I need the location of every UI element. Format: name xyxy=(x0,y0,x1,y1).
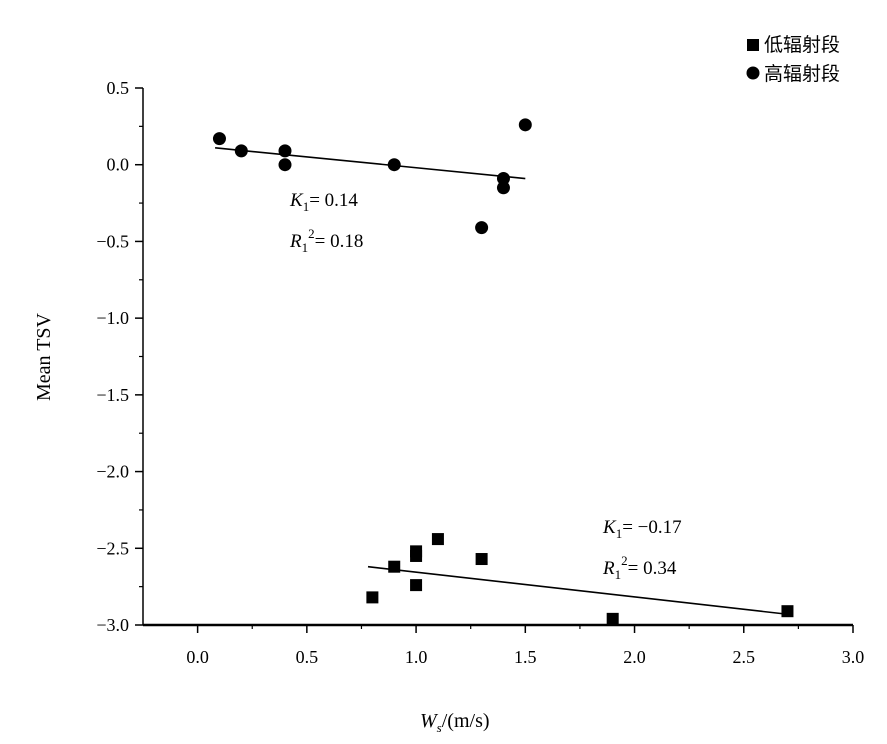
high-r2-annotation: R12= 0.18 xyxy=(289,226,363,255)
x-tick-label: 2.5 xyxy=(733,647,756,667)
y-tick-label: 0.5 xyxy=(107,78,130,98)
y-tick-label: −1.0 xyxy=(96,308,129,328)
y-tick-label: 0.0 xyxy=(107,155,130,175)
data-point-high xyxy=(496,181,510,195)
data-point-high xyxy=(475,221,489,235)
x-tick-label: 2.0 xyxy=(623,647,646,667)
legend-circle-marker xyxy=(746,66,760,80)
low-k-annotation: K1= −0.17 xyxy=(602,517,682,541)
fit-line-high xyxy=(215,147,526,180)
x-tick-label: 0.5 xyxy=(296,647,319,667)
data-point-high xyxy=(278,158,292,172)
data-point-high xyxy=(387,158,401,172)
data-point-low xyxy=(410,549,423,562)
high-k-annotation: K1= 0.14 xyxy=(289,190,358,214)
y-axis-title: Mean TSV xyxy=(33,312,55,401)
y-tick-label: −3.0 xyxy=(96,615,129,635)
fit-line-low xyxy=(367,565,788,616)
x-tick-label: 1.5 xyxy=(514,647,537,667)
legend-label-high: 高辐射段 xyxy=(764,63,840,85)
data-point-low xyxy=(388,560,401,573)
legend: 低辐射段 高辐射段 xyxy=(746,34,840,85)
x-tick-label: 3.0 xyxy=(842,647,865,667)
y-tick-label: −2.5 xyxy=(96,538,129,558)
y-tick-label: −0.5 xyxy=(96,231,129,251)
fit-lines xyxy=(215,147,788,616)
data-point-high xyxy=(518,118,532,132)
data-point-high xyxy=(212,132,226,146)
data-point-low xyxy=(781,605,794,618)
data-point-low xyxy=(475,553,488,566)
data-point-low xyxy=(366,591,379,604)
x-axis-title: Ws/(m/s) xyxy=(420,710,490,735)
legend-label-low: 低辐射段 xyxy=(764,34,840,56)
data-point-low xyxy=(606,612,619,625)
legend-square-marker xyxy=(747,39,759,51)
x-tick-label: 0.0 xyxy=(186,647,209,667)
data-point-high xyxy=(278,144,292,158)
data-point-high xyxy=(234,144,248,158)
axes: 0.0 0.5 1.0 1.5 2.0 2.5 3.0 0.5 0.0 −0.5 −1.0 −1.5 −… xyxy=(96,78,864,667)
data-point-high xyxy=(496,172,510,186)
low-r2-annotation: R12= 0.34 xyxy=(602,553,677,582)
y-tick-label: −2.0 xyxy=(96,462,129,482)
data-point-low xyxy=(410,579,423,592)
data-point-low xyxy=(431,533,444,546)
x-tick-label: 1.0 xyxy=(405,647,428,667)
data-points xyxy=(212,118,794,625)
y-tick-label: −1.5 xyxy=(96,385,129,405)
